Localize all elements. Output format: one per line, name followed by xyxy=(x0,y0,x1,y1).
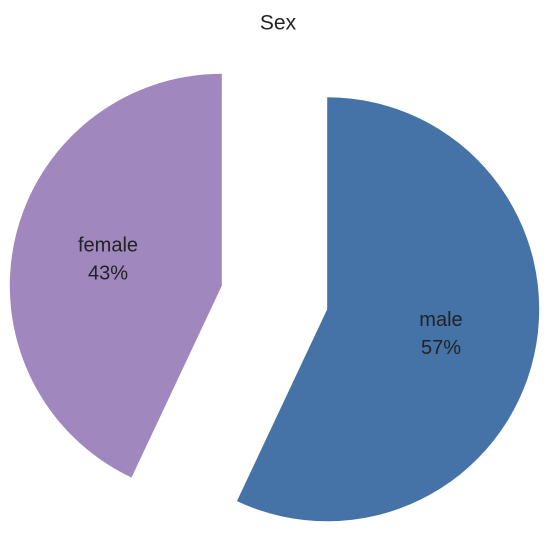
pie-slice xyxy=(236,97,540,522)
slice-label: male xyxy=(419,309,462,331)
pie-slice xyxy=(9,73,222,478)
slice-value-label: 43% xyxy=(88,263,128,285)
slice-label: female xyxy=(78,235,138,257)
slice-value-label: 57% xyxy=(421,337,461,359)
chart-title: Sex xyxy=(260,12,297,35)
